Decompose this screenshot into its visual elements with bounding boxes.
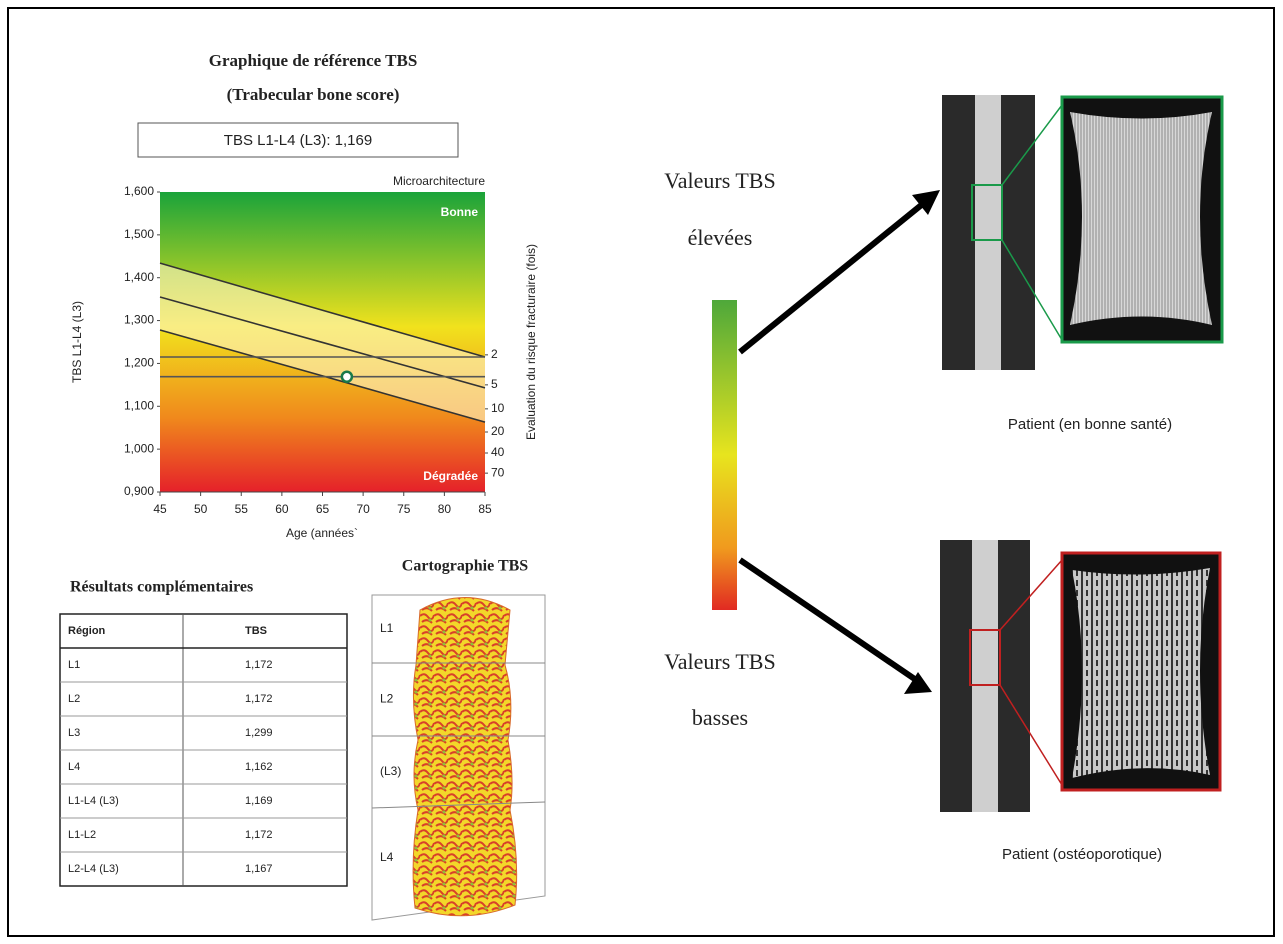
chart-title: Graphique de référence TBS bbox=[209, 51, 418, 70]
table-cell: 1,172 bbox=[245, 829, 273, 841]
y-tick-label: 1,100 bbox=[124, 398, 154, 412]
tbs-chart: Graphique de référence TBS (Trabecular b… bbox=[70, 51, 538, 540]
y-tick-label: 1,000 bbox=[124, 441, 154, 455]
annotation: Microarchitecture bbox=[393, 174, 485, 188]
annotation: Dégradée bbox=[423, 469, 478, 483]
y-tick-label: 1,400 bbox=[124, 270, 154, 284]
tbs-map: Cartographie TBS bbox=[371, 558, 546, 921]
line bbox=[159, 329, 486, 423]
table-title: Résultats complémentaires bbox=[70, 579, 253, 596]
spine bbox=[975, 95, 1001, 370]
y-axis-label: TBS L1-L4 (L3) bbox=[70, 301, 84, 383]
label: Valeurs TBS bbox=[664, 168, 775, 193]
region-label: L4 bbox=[380, 850, 394, 864]
zoom-box bbox=[971, 184, 1003, 241]
table-cell: 1,172 bbox=[245, 659, 273, 671]
table-cell: 1,167 bbox=[245, 863, 273, 875]
zoom-box bbox=[969, 629, 1001, 686]
y2-tick-label: 40 bbox=[491, 445, 505, 459]
y-tick-label: 1,200 bbox=[124, 356, 154, 370]
table-header: Région bbox=[68, 625, 106, 637]
x-tick-label: 50 bbox=[194, 502, 208, 516]
map-heat bbox=[412, 597, 518, 917]
label: élevées bbox=[688, 225, 753, 250]
x-tick-label: 85 bbox=[478, 502, 492, 516]
x-tick-label: 80 bbox=[438, 502, 452, 516]
region-label: L2 bbox=[380, 692, 394, 706]
caption: Patient (ostéoporotique) bbox=[1002, 846, 1162, 863]
caption: Patient (en bonne santé) bbox=[1008, 416, 1172, 433]
table-cell: L3 bbox=[68, 727, 80, 739]
y2-tick-label: 70 bbox=[491, 465, 505, 479]
result-text: TBS L1-L4 (L3): 1,169 bbox=[224, 132, 372, 149]
table-cell: 1,162 bbox=[245, 761, 273, 773]
table-cell: L1-L4 (L3) bbox=[68, 795, 119, 807]
zoom-lines bbox=[1001, 104, 1063, 341]
arrow bbox=[738, 195, 932, 355]
spine bbox=[972, 540, 998, 812]
y-tick-label: 1,500 bbox=[124, 227, 154, 241]
y-tick-label: 1,600 bbox=[124, 184, 154, 198]
chart-subtitle: (Trabecular bone score) bbox=[227, 85, 400, 104]
x-tick-label: 75 bbox=[397, 502, 411, 516]
region-label: (L3) bbox=[380, 764, 401, 778]
x-tick-label: 55 bbox=[235, 502, 249, 516]
table-cell: L2 bbox=[68, 693, 80, 705]
y2-tick-label: 2 bbox=[491, 347, 498, 361]
line bbox=[159, 262, 486, 358]
x-tick-label: 45 bbox=[153, 502, 167, 516]
table-cell: 1,169 bbox=[245, 795, 273, 807]
y2-tick-label: 20 bbox=[491, 424, 505, 438]
region-label: L1 bbox=[380, 621, 394, 635]
table-cell: L1 bbox=[68, 659, 80, 671]
label: Valeurs TBS bbox=[664, 649, 775, 674]
result-box bbox=[137, 122, 459, 158]
zoom-lines bbox=[999, 559, 1063, 786]
x-tick-label: 65 bbox=[316, 502, 330, 516]
x-tick-label: 70 bbox=[356, 502, 370, 516]
frame bbox=[7, 7, 1275, 937]
arrow bbox=[738, 557, 924, 687]
y2-tick-label: 10 bbox=[491, 401, 505, 415]
vertebra bbox=[1072, 568, 1210, 778]
arrow-head bbox=[904, 672, 932, 694]
color-scale bbox=[712, 300, 737, 610]
patient-point bbox=[340, 370, 354, 383]
label: basses bbox=[692, 705, 748, 730]
line bbox=[159, 296, 486, 389]
map-title: Cartographie TBS bbox=[402, 558, 528, 575]
x-axis-label: Age (années` bbox=[286, 526, 358, 540]
annotation: Bonne bbox=[441, 205, 479, 219]
y2-axis-label: Evaluation du risque fracturaire (fois) bbox=[524, 244, 538, 440]
table-cell: 1,299 bbox=[245, 727, 273, 739]
table-cell: L4 bbox=[68, 761, 80, 773]
table-header: TBS bbox=[245, 625, 267, 637]
table-cell: L2-L4 (L3) bbox=[68, 863, 119, 875]
table-cell: 1,172 bbox=[245, 693, 273, 705]
y2-tick-label: 5 bbox=[491, 377, 498, 391]
table-cell: L1-L2 bbox=[68, 829, 96, 841]
y-tick-label: 1,300 bbox=[124, 313, 154, 327]
vertebra bbox=[1070, 112, 1212, 325]
right-panel: Valeurs TBS élevées Valeurs TBS basses P… bbox=[664, 95, 1224, 863]
region-divider bbox=[371, 801, 546, 809]
y-tick-label: 0,900 bbox=[124, 484, 154, 498]
x-tick-label: 60 bbox=[275, 502, 289, 516]
arrow-head bbox=[912, 190, 940, 215]
